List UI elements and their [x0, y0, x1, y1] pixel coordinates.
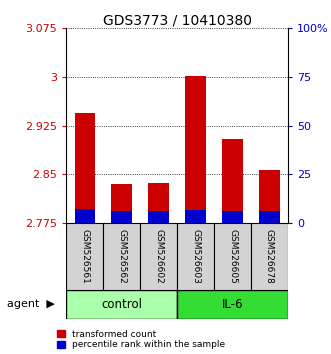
Legend: transformed count, percentile rank within the sample: transformed count, percentile rank withi… — [58, 330, 225, 349]
Bar — [148, 183, 169, 223]
Bar — [66, 290, 177, 319]
Bar — [140, 223, 177, 290]
Text: GSM526562: GSM526562 — [117, 229, 126, 284]
Title: GDS3773 / 10410380: GDS3773 / 10410380 — [103, 13, 252, 27]
Bar — [185, 210, 206, 223]
Bar — [185, 76, 206, 223]
Text: GSM526561: GSM526561 — [80, 229, 89, 284]
Text: IL-6: IL-6 — [222, 298, 243, 311]
Text: GSM526678: GSM526678 — [265, 229, 274, 284]
Bar — [259, 170, 280, 223]
Bar — [177, 290, 288, 319]
Bar — [222, 139, 243, 223]
Bar — [66, 223, 103, 290]
Bar — [74, 113, 95, 223]
Bar — [103, 223, 140, 290]
Bar — [112, 184, 132, 223]
Bar — [251, 223, 288, 290]
Text: GSM526605: GSM526605 — [228, 229, 237, 284]
Bar — [177, 223, 214, 290]
Text: agent  ▶: agent ▶ — [7, 299, 55, 309]
Text: GSM526602: GSM526602 — [154, 229, 163, 284]
Text: control: control — [101, 298, 142, 311]
Bar — [148, 211, 169, 223]
Bar — [222, 211, 243, 223]
Bar — [259, 211, 280, 223]
Bar — [214, 223, 251, 290]
Bar — [112, 211, 132, 223]
Bar — [74, 209, 95, 223]
Text: GSM526603: GSM526603 — [191, 229, 200, 284]
